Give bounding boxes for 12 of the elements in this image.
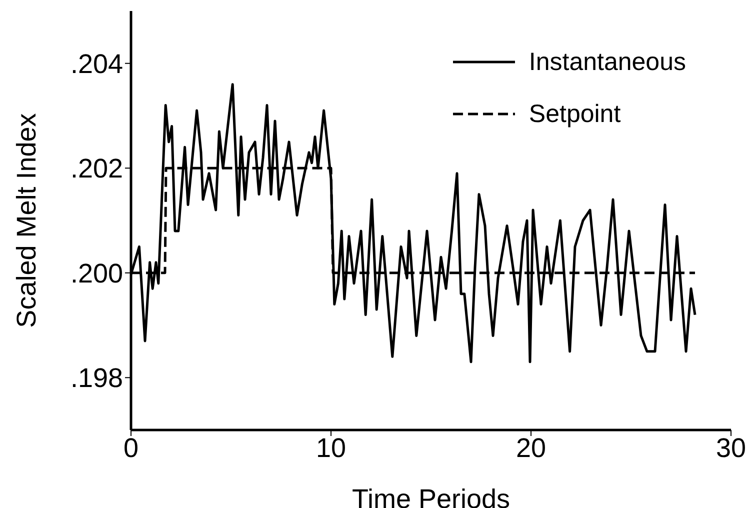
x-tick-label: 10 [316, 433, 346, 464]
y-axis-title: Scaled Melt Index [12, 112, 42, 328]
legend-label: Instantaneous [528, 47, 686, 78]
y-tick-label: .200 [70, 258, 123, 288]
x-tick-label: 20 [516, 433, 546, 464]
x-tick-label: 30 [716, 433, 746, 464]
legend-label: Setpoint [528, 99, 621, 130]
x-tick-label: 0 [123, 433, 139, 464]
x-axis-title: Time Periods [352, 484, 510, 508]
y-tick-label: .198 [70, 363, 123, 394]
y-tick-label: .204 [70, 48, 123, 79]
y-tick-label: .202 [70, 154, 123, 184]
